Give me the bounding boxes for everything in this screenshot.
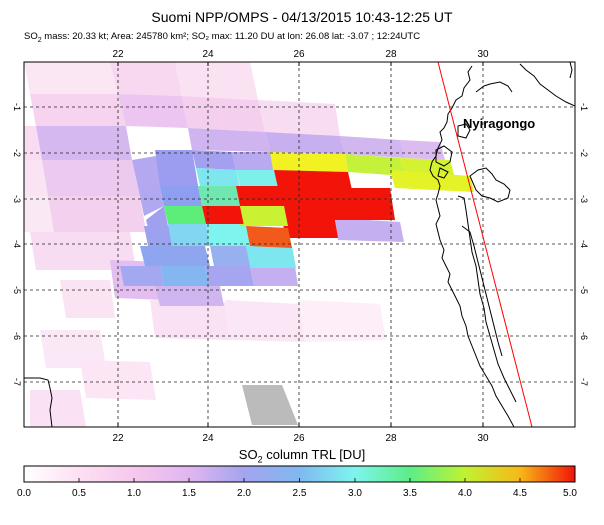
lat-label: -7 [12,378,22,386]
colorbar-tick-label: 4.0 [458,488,472,499]
colorbar-label: SO2 column TRL [DU] [238,447,366,465]
lat-label: -3 [579,195,589,203]
colorbar-tick-label: 3.0 [348,488,362,499]
lat-label: -2 [12,149,22,157]
colorbar-tick-label: 2.5 [293,488,307,499]
lon-label: 24 [202,433,214,444]
lon-label: 30 [477,433,489,444]
lon-labels-top: 22 24 26 28 30 [112,49,489,60]
lon-label: 22 [112,433,124,444]
orbit-track [437,62,533,427]
volcano-label: Nyiragongo [463,116,535,131]
so2-pixels [24,62,474,427]
colorbar-ticks [78,478,521,482]
lat-label: -2 [579,149,589,157]
lat-label: -3 [12,195,22,203]
lon-label: 26 [293,433,305,444]
lat-label: -1 [579,103,589,111]
lat-labels-left: -1 -2 -3 -4 -5 -6 -7 [12,103,22,386]
lat-label: -6 [12,332,22,340]
colorbar-tick-labels: 0.0 0.5 1.0 1.5 2.0 2.5 3.0 3.5 4.0 4.5 … [17,488,577,499]
lon-label: 26 [293,49,305,60]
colorbar-tick-label: 0.5 [72,488,86,499]
lon-label: 30 [477,49,489,60]
lat-label: -1 [12,103,22,111]
lat-label: -5 [12,286,22,294]
map-title: Suomi NPP/OMPS - 04/13/2015 10:43-12:25 … [151,9,453,25]
lat-labels-right: -1 -2 -3 -4 -5 -6 -7 [579,103,589,386]
colorbar-tick-label: 2.0 [237,488,251,499]
graticule [24,62,575,427]
lon-label: 24 [202,49,214,60]
colorbar-tick-label: 4.5 [513,488,527,499]
colorbar-tick-label: 1.5 [182,488,196,499]
lat-label: -4 [12,240,22,248]
lat-label: -5 [579,286,589,294]
lat-label: -7 [579,378,589,386]
lon-label: 22 [112,49,124,60]
lon-labels-bottom: 22 24 26 28 30 [112,433,489,444]
coastlines [24,62,575,427]
colorbar-tick-label: 3.5 [403,488,417,499]
lat-label: -4 [579,240,589,248]
colorbar-tick-label: 5.0 [563,488,577,499]
colorbar-tick-label: 0.0 [17,488,31,499]
lon-label: 28 [385,433,397,444]
tick-marks [117,62,484,427]
map-subtitle: SO2 mass: 20.33 kt; Area: 245780 km²; SO… [24,31,421,44]
lat-label: -6 [579,332,589,340]
lon-label: 28 [385,49,397,60]
colorbar-tick-label: 1.0 [127,488,141,499]
